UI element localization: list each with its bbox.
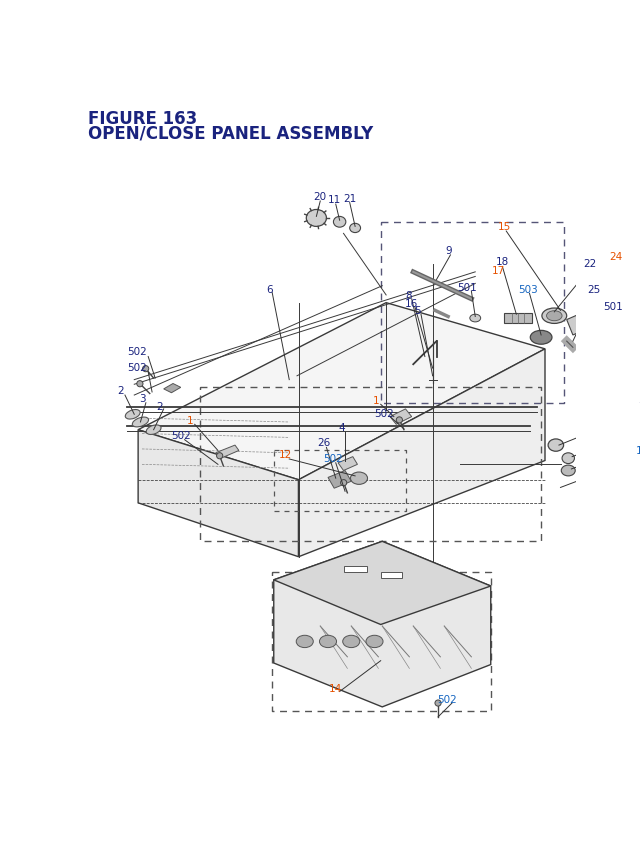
Text: 26: 26 <box>317 437 331 448</box>
Text: 501: 501 <box>604 301 623 312</box>
Ellipse shape <box>319 635 337 647</box>
Polygon shape <box>216 446 239 459</box>
Ellipse shape <box>580 350 591 357</box>
Text: 22: 22 <box>583 258 596 269</box>
Text: 16: 16 <box>405 298 419 308</box>
Text: 18: 18 <box>496 257 509 267</box>
Ellipse shape <box>349 224 360 233</box>
Text: 2: 2 <box>157 401 163 412</box>
Text: 502: 502 <box>438 694 457 704</box>
Ellipse shape <box>351 473 367 485</box>
Ellipse shape <box>562 453 575 464</box>
Ellipse shape <box>333 217 346 228</box>
Polygon shape <box>566 309 598 336</box>
Bar <box>381 573 403 579</box>
Ellipse shape <box>366 635 383 647</box>
Text: 7: 7 <box>638 401 640 412</box>
Polygon shape <box>138 430 298 557</box>
Text: OPEN/CLOSE PANEL ASSEMBLY: OPEN/CLOSE PANEL ASSEMBLY <box>88 125 373 143</box>
Text: 8: 8 <box>405 291 412 300</box>
Ellipse shape <box>548 439 564 452</box>
Text: 501: 501 <box>458 283 477 293</box>
Ellipse shape <box>561 466 575 476</box>
Circle shape <box>143 366 148 372</box>
Text: 1: 1 <box>187 415 193 425</box>
Text: 502: 502 <box>171 430 191 441</box>
Polygon shape <box>298 350 545 557</box>
Text: 12: 12 <box>279 449 292 460</box>
Polygon shape <box>390 410 412 424</box>
Polygon shape <box>164 384 180 393</box>
Text: 502: 502 <box>127 347 147 356</box>
Circle shape <box>340 480 347 486</box>
Circle shape <box>137 381 143 387</box>
Polygon shape <box>274 542 491 625</box>
Text: 2: 2 <box>117 386 124 396</box>
Text: 11: 11 <box>328 195 341 205</box>
Text: 1: 1 <box>372 395 380 406</box>
Polygon shape <box>138 303 545 480</box>
Polygon shape <box>328 471 351 489</box>
Ellipse shape <box>630 311 640 323</box>
Ellipse shape <box>542 309 566 324</box>
Text: 13: 13 <box>636 446 640 456</box>
Ellipse shape <box>606 358 620 369</box>
Text: 14: 14 <box>329 683 342 693</box>
Bar <box>344 567 367 573</box>
Polygon shape <box>607 289 638 313</box>
Polygon shape <box>338 457 358 471</box>
Ellipse shape <box>132 418 148 427</box>
Ellipse shape <box>581 471 594 481</box>
Text: 21: 21 <box>343 194 356 204</box>
Text: 6: 6 <box>267 284 273 294</box>
Text: 15: 15 <box>498 221 511 232</box>
Circle shape <box>435 700 441 706</box>
Text: 9: 9 <box>445 246 452 256</box>
Text: 502: 502 <box>127 362 147 373</box>
Ellipse shape <box>470 315 481 323</box>
Text: 20: 20 <box>314 192 327 202</box>
Text: 503: 503 <box>518 284 538 294</box>
Text: 3: 3 <box>139 393 145 404</box>
Circle shape <box>216 453 223 459</box>
Text: 5: 5 <box>415 306 421 316</box>
Text: 24: 24 <box>610 252 623 262</box>
Ellipse shape <box>547 312 562 321</box>
Text: 502: 502 <box>323 454 342 463</box>
Ellipse shape <box>146 425 161 435</box>
FancyArrow shape <box>504 313 532 324</box>
Text: 502: 502 <box>374 408 394 418</box>
Text: 17: 17 <box>492 266 505 276</box>
Polygon shape <box>274 542 491 707</box>
Ellipse shape <box>296 635 313 647</box>
Ellipse shape <box>307 210 326 227</box>
Text: 25: 25 <box>588 284 600 294</box>
Ellipse shape <box>343 635 360 647</box>
Ellipse shape <box>125 410 140 419</box>
Circle shape <box>396 418 403 424</box>
Ellipse shape <box>531 331 552 344</box>
Text: FIGURE 163: FIGURE 163 <box>88 109 197 127</box>
Text: 4: 4 <box>339 423 345 433</box>
